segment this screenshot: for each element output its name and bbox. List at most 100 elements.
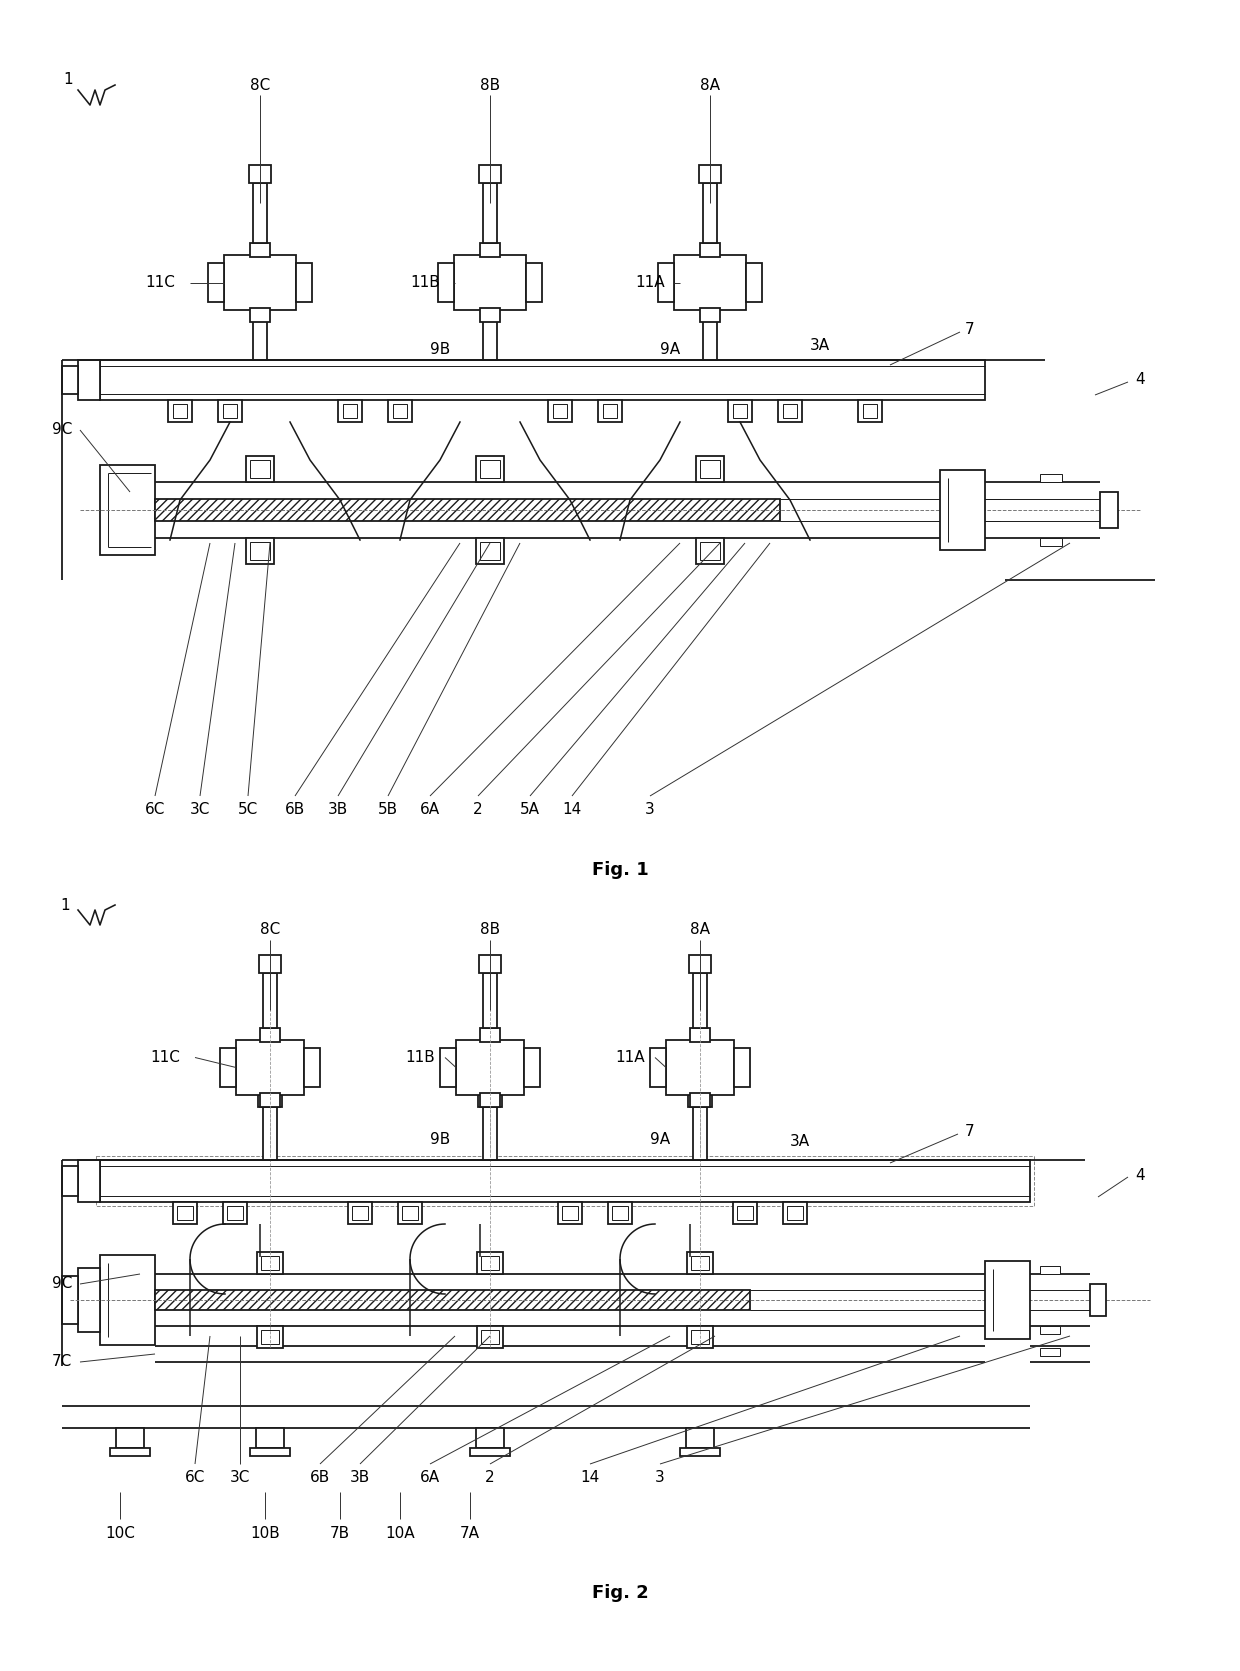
Bar	[525, 1048, 539, 1086]
Bar	[479, 165, 501, 184]
Bar	[250, 1449, 290, 1455]
Bar	[481, 1257, 498, 1270]
Bar	[1100, 491, 1118, 528]
Bar	[703, 184, 717, 242]
Bar	[227, 1206, 243, 1220]
Text: 11C: 11C	[150, 1049, 180, 1064]
Text: 5B: 5B	[378, 802, 398, 817]
Text: 6A: 6A	[420, 1470, 440, 1486]
Bar	[746, 264, 763, 302]
Bar	[691, 1330, 709, 1343]
Bar	[260, 1330, 279, 1343]
Bar	[1040, 1348, 1060, 1355]
Bar	[155, 500, 780, 521]
Text: 14: 14	[580, 1470, 600, 1486]
Bar	[339, 399, 362, 423]
Bar	[701, 541, 720, 560]
Text: 7A: 7A	[460, 1526, 480, 1541]
Bar	[608, 1201, 632, 1223]
Bar	[250, 242, 270, 257]
Bar	[687, 1252, 713, 1273]
Bar	[1040, 475, 1061, 481]
Bar	[253, 311, 267, 359]
Text: 8A: 8A	[701, 77, 720, 92]
Bar	[658, 264, 675, 302]
Bar	[666, 1039, 734, 1095]
Bar	[477, 1327, 503, 1348]
Bar	[260, 1257, 279, 1270]
Text: 4: 4	[1135, 1168, 1145, 1183]
Bar	[691, 1257, 709, 1270]
Text: 8B: 8B	[480, 922, 500, 937]
Text: 2: 2	[485, 1470, 495, 1486]
Bar	[526, 264, 542, 302]
Text: 6C: 6C	[145, 802, 165, 817]
Bar	[62, 366, 78, 394]
Text: 3C: 3C	[190, 802, 211, 817]
Bar	[177, 1206, 193, 1220]
Text: 10B: 10B	[250, 1526, 280, 1541]
Bar	[456, 1039, 525, 1095]
Bar	[548, 399, 572, 423]
Bar	[686, 1429, 714, 1449]
Bar	[687, 1327, 713, 1348]
Bar	[480, 242, 500, 257]
Text: 8A: 8A	[689, 922, 711, 937]
Bar	[250, 307, 270, 323]
Bar	[454, 256, 526, 311]
Bar	[258, 1095, 281, 1106]
Bar	[782, 1201, 807, 1223]
Bar	[481, 1330, 498, 1343]
Text: 3A: 3A	[790, 1135, 810, 1150]
Text: 11A: 11A	[635, 276, 665, 291]
Bar	[218, 399, 242, 423]
Bar	[940, 470, 985, 550]
Bar	[733, 404, 746, 418]
Bar	[440, 1048, 456, 1086]
Bar	[253, 184, 267, 242]
Bar	[246, 456, 274, 481]
Bar	[858, 399, 882, 423]
Bar	[62, 1277, 78, 1323]
Text: Fig. 1: Fig. 1	[591, 861, 649, 879]
Text: 9B: 9B	[430, 1133, 450, 1148]
Bar	[398, 1201, 422, 1223]
Bar	[95, 1156, 1034, 1206]
Text: 3: 3	[645, 802, 655, 817]
Bar	[480, 1093, 500, 1106]
Bar	[696, 538, 724, 565]
Bar	[777, 399, 802, 423]
Bar	[863, 404, 877, 418]
Text: 10A: 10A	[386, 1526, 415, 1541]
Text: 9A: 9A	[650, 1133, 670, 1148]
Bar	[689, 1028, 711, 1043]
Bar	[257, 1327, 283, 1348]
Text: 9C: 9C	[52, 1277, 72, 1292]
Bar	[734, 1048, 750, 1086]
Bar	[304, 1048, 320, 1086]
Text: 6B: 6B	[310, 1470, 330, 1486]
Text: 1: 1	[61, 897, 69, 912]
Bar	[480, 541, 500, 560]
Bar	[693, 1105, 707, 1160]
Bar	[1040, 538, 1061, 546]
Bar	[296, 264, 312, 302]
Text: 9B: 9B	[430, 343, 450, 358]
Bar	[477, 1252, 503, 1273]
Text: 3: 3	[655, 1470, 665, 1486]
Bar	[1040, 1327, 1060, 1333]
Bar	[250, 460, 270, 478]
Bar	[223, 1201, 247, 1223]
Bar	[100, 1160, 1030, 1201]
Bar	[246, 538, 274, 565]
Bar	[689, 956, 711, 973]
Text: 3B: 3B	[350, 1470, 370, 1486]
Bar	[480, 307, 500, 323]
Bar	[110, 1449, 150, 1455]
Bar	[348, 1201, 372, 1223]
Text: 1: 1	[63, 72, 73, 87]
Bar	[476, 456, 503, 481]
Text: 7: 7	[965, 323, 975, 338]
Text: 4: 4	[1135, 373, 1145, 388]
Bar	[388, 399, 412, 423]
